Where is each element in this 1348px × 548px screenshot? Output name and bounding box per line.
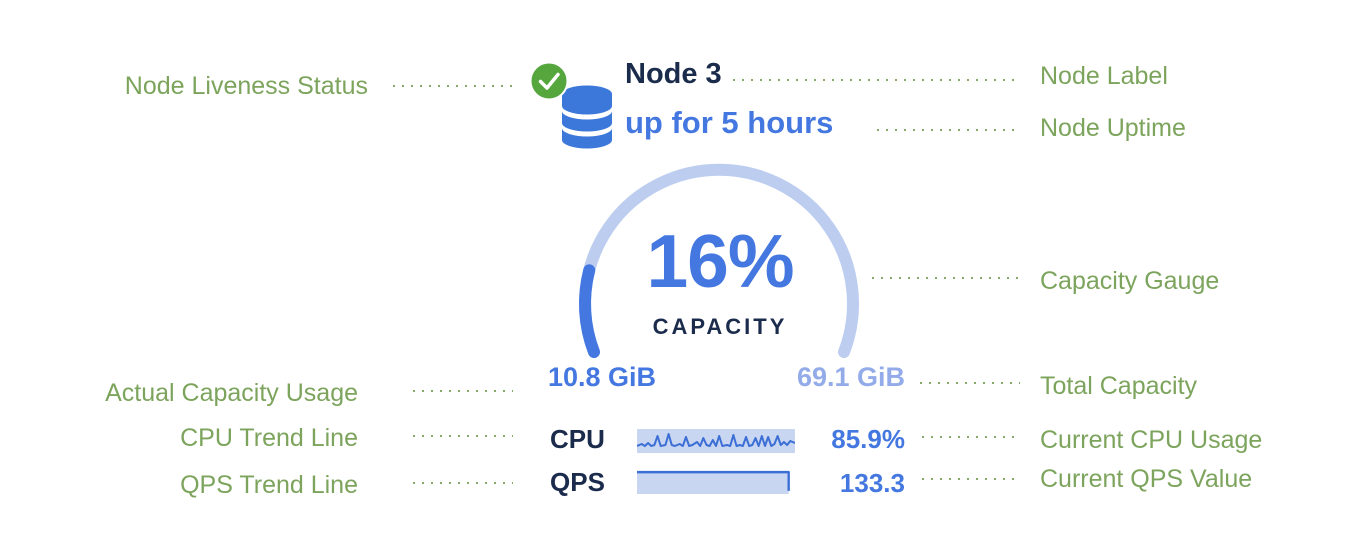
qps-trendline xyxy=(637,469,795,494)
qps-trend-path xyxy=(637,472,789,491)
gauge-caption: CAPACITY xyxy=(652,314,788,339)
capacity-values-row: 10.8 GiB 69.1 GiB xyxy=(548,362,905,393)
leader-actual-capacity-usage xyxy=(413,390,513,392)
leader-node-label xyxy=(733,79,1020,81)
qps-label: QPS xyxy=(550,467,605,497)
annotation-cpu-trend-line: CPU Trend Line xyxy=(180,424,358,452)
cpu-sparkline-line xyxy=(637,434,795,446)
annotation-node-label: Node Label xyxy=(1040,62,1168,90)
annotation-actual-capacity-usage: Actual Capacity Usage xyxy=(105,379,358,407)
cpu-label: CPU xyxy=(550,424,605,454)
leader-cpu-trend-line xyxy=(413,435,513,437)
cpu-sparkline xyxy=(637,429,795,453)
gauge-percent-value: 16% xyxy=(646,219,794,303)
node-uptime-text: up for 5 hours xyxy=(625,105,834,140)
gauge-value-arc xyxy=(579,163,859,358)
capacity-total-value: 69.1 GiB xyxy=(796,362,905,392)
annotation-node-uptime: Node Uptime xyxy=(1040,114,1186,142)
leader-node-uptime xyxy=(877,129,1020,131)
qps-trend-area xyxy=(637,472,789,494)
annotation-total-capacity: Total Capacity xyxy=(1040,372,1198,400)
annotation-capacity-gauge: Capacity Gauge xyxy=(1040,267,1220,295)
liveness-check-circle-icon xyxy=(529,61,569,101)
leader-qps-trend-line xyxy=(413,482,513,484)
leader-total-capacity xyxy=(920,382,1020,384)
cpu-value: 85.9% xyxy=(831,424,905,454)
node-name: Node 3 xyxy=(625,58,722,90)
qps-value: 133.3 xyxy=(839,468,905,498)
annotation-current-qps-value: Current QPS Value xyxy=(1040,465,1253,493)
leader-capacity-gauge xyxy=(872,277,1018,279)
annotation-qps-trend-line: QPS Trend Line xyxy=(180,471,358,499)
annotation-current-cpu-usage: Current CPU Usage xyxy=(1040,426,1263,454)
capacity-gauge xyxy=(579,163,859,358)
capacity-used-value: 10.8 GiB xyxy=(548,362,657,392)
leader-current-qps-value xyxy=(922,478,1020,480)
leader-current-cpu-usage xyxy=(922,436,1020,438)
database-icon xyxy=(562,85,612,149)
annotation-node-liveness-status: Node Liveness Status xyxy=(124,72,368,100)
leader-node-liveness-status xyxy=(393,85,517,87)
